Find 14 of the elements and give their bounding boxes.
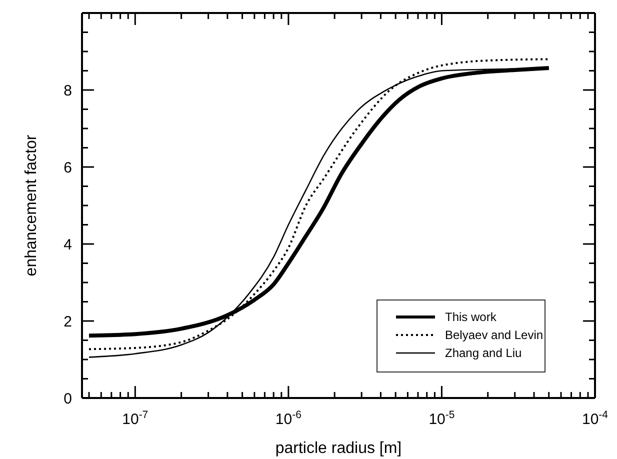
y-tick-label: 0 — [64, 390, 72, 408]
x-tick-label: 10$^{-5}$ — [428, 409, 455, 428]
y-tick-label: 4 — [64, 236, 72, 254]
legend-label: This work — [445, 310, 498, 324]
x-tick-label: 10$^{-7}$ — [122, 409, 148, 428]
y-tick-label: 2 — [64, 313, 72, 330]
x-tick-label: 10$^{-6}$ — [275, 409, 302, 428]
legend-label: Zhang and Liu — [445, 346, 522, 360]
x-tick-label: 10$^{-4}$ — [582, 409, 608, 428]
x-axis-title: particle radius [m] — [275, 440, 402, 457]
y-tick-label: 8 — [64, 82, 72, 100]
legend-label: Belyaev and Levin — [445, 328, 544, 342]
y-axis-title: enhancement factor — [23, 134, 40, 276]
y-tick-label: 6 — [64, 159, 72, 176]
